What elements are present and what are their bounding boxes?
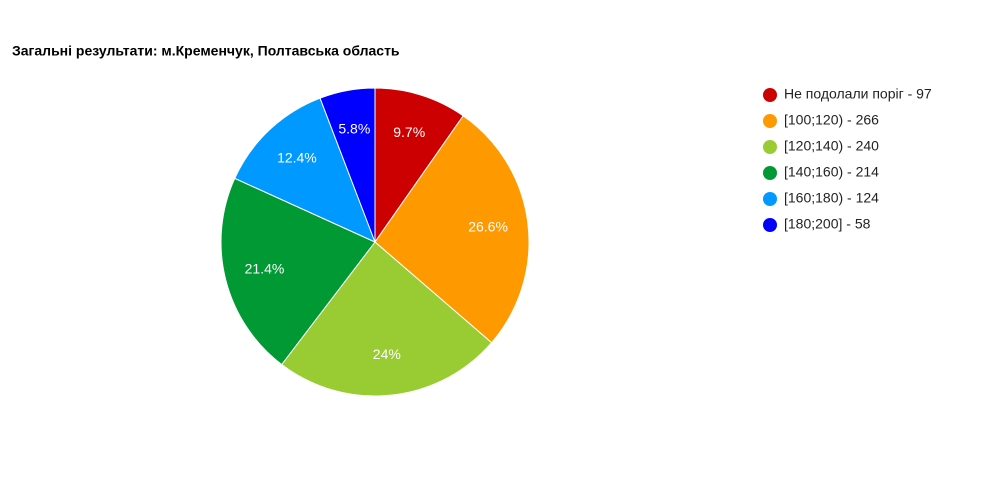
slice-label: 12.4% <box>277 150 317 166</box>
pie-slice <box>374 115 530 344</box>
chart-title: Загальні результати: м.Кременчук, Полтав… <box>12 43 400 59</box>
legend-label: [120;140) - 240 <box>784 138 879 154</box>
pie-slice <box>234 97 376 243</box>
legend-marker <box>763 192 777 206</box>
slice-label: 26.6% <box>468 219 508 235</box>
legend-label: Не подолали поріг - 97 <box>784 86 932 102</box>
legend-marker <box>763 140 777 154</box>
pie-slice <box>280 241 493 397</box>
legend-marker <box>763 114 777 128</box>
pie-slice <box>319 87 376 243</box>
slice-label: 21.4% <box>245 261 285 277</box>
legend-marker <box>763 88 777 102</box>
pie-slice <box>374 87 464 244</box>
legend-label: [140;160) - 214 <box>784 164 879 180</box>
slice-label: 9.7% <box>393 124 425 140</box>
legend-label: [160;180) - 124 <box>784 190 879 206</box>
legend-label: [100;120) - 266 <box>784 112 879 128</box>
slice-label: 24% <box>373 346 401 362</box>
legend-marker <box>763 218 777 232</box>
legend-label: [180;200] - 58 <box>784 216 871 232</box>
legend-marker <box>763 166 777 180</box>
slice-label: 5.8% <box>338 121 370 137</box>
